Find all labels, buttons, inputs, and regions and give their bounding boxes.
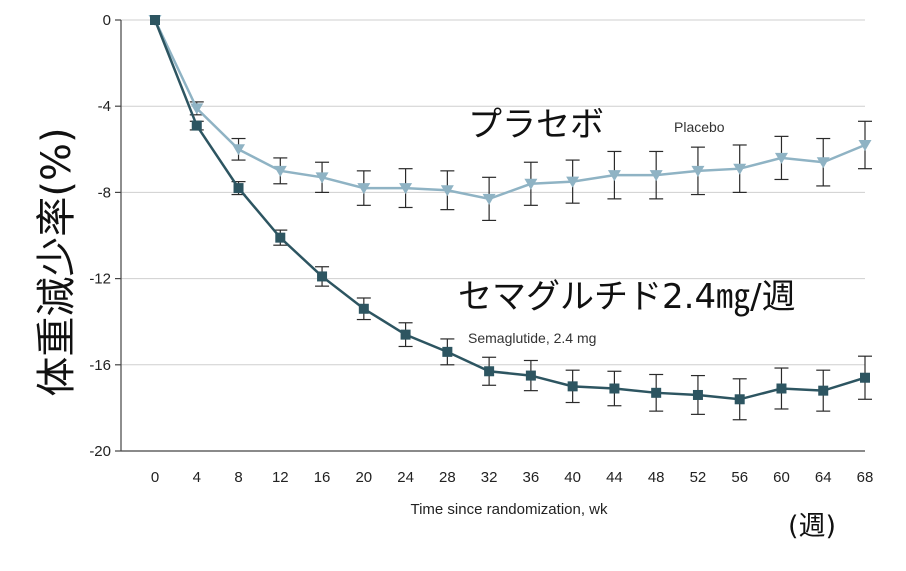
x-tick-label: 20 (355, 469, 372, 486)
data-point (400, 329, 411, 340)
semaglutide-label-jp: セマグルチド2.4㎎/週 (458, 277, 796, 317)
series-layer (148, 15, 872, 421)
data-point (233, 183, 244, 194)
x-tick-label: 40 (564, 469, 581, 486)
y-tick-label: 0 (103, 12, 111, 29)
y-tick-label: -12 (89, 271, 111, 288)
placebo-label: Placebo (674, 119, 725, 135)
data-point (191, 120, 202, 131)
data-point (816, 157, 830, 169)
x-axis-title: Time since randomization, wk (410, 501, 608, 518)
x-tick-label: 12 (272, 469, 289, 486)
placebo-label-jp: プラセボ (468, 105, 604, 145)
data-point (774, 152, 788, 164)
data-point (524, 178, 538, 190)
data-point (649, 170, 663, 182)
series-1 (150, 15, 872, 421)
data-point (190, 103, 204, 115)
x-tick-label: 64 (815, 469, 832, 486)
data-point (150, 15, 160, 25)
series-line (153, 19, 866, 401)
x-tick-label: 60 (773, 469, 790, 486)
data-point (273, 165, 287, 177)
x-tick-label: 48 (648, 469, 665, 486)
y-tick-label: -16 (89, 357, 111, 374)
x-tick-label: 4 (193, 469, 201, 486)
x-tick-label: 36 (523, 469, 540, 486)
x-axis-unit: (週) (788, 511, 836, 542)
data-point (525, 370, 536, 381)
series-line (153, 19, 866, 201)
data-point (442, 346, 453, 357)
semaglutide-label: Semaglutide, 2.4 mg (468, 330, 596, 346)
axes (120, 20, 865, 452)
data-point (232, 144, 246, 156)
x-tick-label: 44 (606, 469, 623, 486)
y-axis-title: 体重減少率(%) (34, 127, 80, 396)
x-tick-label: 8 (234, 469, 242, 486)
y-tick-labels: 0 -4 -8 -12 -16 -20 (89, 12, 121, 460)
data-point (818, 385, 829, 396)
data-point (317, 271, 328, 282)
y-tick-label: -4 (98, 98, 111, 115)
data-point (567, 381, 578, 392)
data-point (860, 372, 870, 383)
data-point (399, 183, 413, 195)
x-tick-label: 28 (439, 469, 456, 486)
data-point (482, 193, 496, 205)
x-tick-label: 56 (731, 469, 748, 486)
data-point (733, 163, 747, 175)
y-tick-label: -20 (89, 443, 111, 460)
x-tick-label: 32 (481, 469, 498, 486)
grid-lines (121, 19, 865, 366)
x-tick-label: 24 (397, 469, 414, 486)
data-point (357, 183, 371, 195)
data-point (609, 383, 620, 394)
x-tick-label: 52 (690, 469, 707, 486)
x-tick-label: 0 (151, 469, 159, 486)
data-point (440, 185, 454, 197)
data-point (607, 170, 621, 182)
y-tick-label: -8 (98, 184, 111, 201)
data-point (651, 387, 662, 398)
data-point (358, 303, 369, 314)
series-0 (148, 15, 872, 222)
x-tick-labels: 0 4 8 12 16 20 24 28 32 36 40 44 48 52 56 60 64 68 (151, 469, 874, 486)
data-point (566, 176, 580, 188)
data-point (858, 139, 872, 151)
data-point (484, 366, 495, 377)
data-point (691, 165, 705, 177)
x-tick-label: 68 (857, 469, 874, 486)
data-point (692, 389, 703, 400)
data-point (315, 172, 329, 184)
data-point (776, 383, 787, 394)
data-point (275, 232, 286, 243)
x-tick-label: 16 (314, 469, 331, 486)
data-point (734, 394, 745, 405)
